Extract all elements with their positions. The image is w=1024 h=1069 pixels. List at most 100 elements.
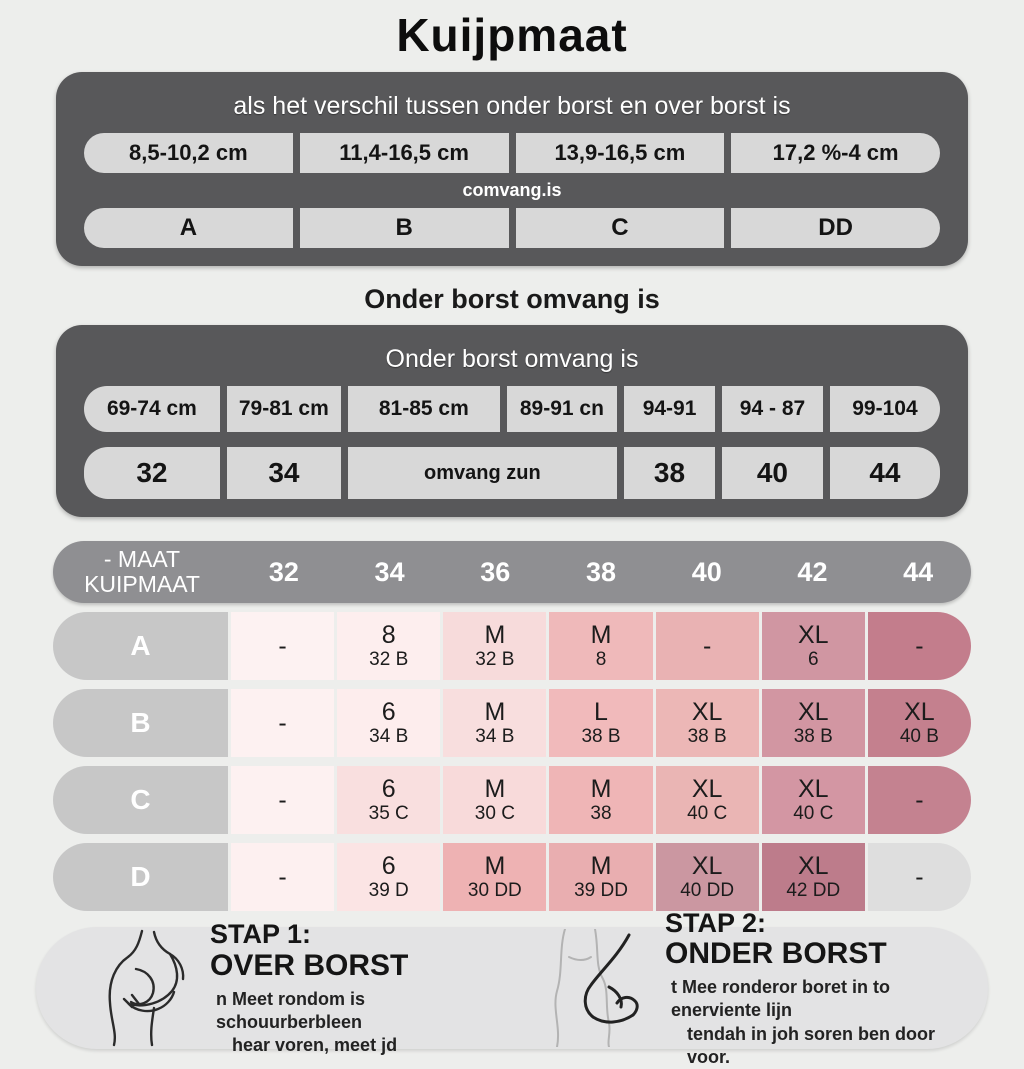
cell-size: 8 bbox=[381, 620, 396, 649]
matrix-cell: - bbox=[867, 766, 971, 834]
matrix-cell: L 38 B bbox=[549, 689, 653, 757]
step-1-line2: hear voren, meet jd bbox=[232, 1035, 398, 1056]
cell-detail: 8 bbox=[595, 648, 607, 670]
band-size-span-cell: omvang zun bbox=[347, 447, 617, 499]
page-title: Kuijpmaat bbox=[396, 9, 628, 61]
step-1-line1: n Meet rondom is schouurberbleen bbox=[216, 988, 366, 1032]
matrix-cell: - bbox=[655, 612, 759, 680]
cell-size: - bbox=[702, 632, 712, 660]
cell-size: XL bbox=[797, 697, 829, 726]
band-size-header: 40 bbox=[691, 556, 722, 587]
matrix-cell: - bbox=[231, 612, 335, 680]
cell-size: M bbox=[484, 774, 506, 803]
cup-letter-cell: DD bbox=[731, 208, 940, 248]
matrix-cell: 6 39 D bbox=[337, 843, 441, 911]
cell-detail: 32 B bbox=[475, 648, 515, 670]
matrix-cell: XL 6 bbox=[761, 612, 865, 680]
step-2-title: STAP 2: bbox=[665, 907, 767, 938]
cell-size: XL bbox=[904, 697, 935, 726]
step-1-instructions: n Meet rondom is schouurberbleen hear vo… bbox=[210, 988, 503, 1058]
cell-detail: 40 B bbox=[899, 725, 939, 747]
omvang-label: comvang.is bbox=[462, 180, 562, 200]
cell-size: - bbox=[278, 786, 287, 814]
matrix-cell: M 30 DD bbox=[443, 843, 547, 911]
cell-detail: 32 B bbox=[369, 648, 409, 670]
matrix-cell: - bbox=[867, 843, 971, 911]
matrix-cell: - bbox=[231, 766, 335, 834]
matrix-corner-line2: KUIPMAAT bbox=[84, 571, 200, 597]
band-size-header: 42 bbox=[797, 556, 828, 587]
step-1-subtitle: OVER BORST bbox=[210, 948, 409, 982]
underbust-range-cell: 94-91 bbox=[623, 386, 716, 432]
cup-row-label: D bbox=[53, 843, 228, 911]
cell-detail: 39 D bbox=[368, 879, 409, 901]
matrix-cell: 8 32 B bbox=[337, 612, 441, 680]
matrix-cell: - bbox=[867, 612, 971, 680]
matrix-cell: XL 42 DD bbox=[761, 843, 865, 911]
cell-size: XL bbox=[691, 851, 723, 880]
cell-size: XL bbox=[797, 774, 829, 803]
cell-detail: 38 B bbox=[793, 725, 833, 747]
cell-detail: 6 bbox=[807, 648, 819, 670]
band-size-row: 32 34 omvang zun 38 40 44 bbox=[84, 447, 941, 499]
band-size-header: 36 bbox=[480, 556, 511, 587]
cup-difference-header: als het verschil tussen onder borst en o… bbox=[233, 92, 791, 120]
cell-size: XL bbox=[797, 620, 829, 649]
cell-size: - bbox=[915, 632, 924, 660]
band-size-cell: 32 bbox=[84, 447, 220, 499]
matrix-cell: XL 40 B bbox=[867, 689, 971, 757]
cell-size: 6 bbox=[381, 697, 396, 726]
underbust-heading: Onder borst omvang is bbox=[364, 284, 660, 314]
band-size-header: 34 bbox=[374, 556, 405, 587]
band-size-cell: 44 bbox=[829, 447, 941, 499]
cell-detail: 35 C bbox=[368, 802, 409, 824]
underbust-range-cell: 89-91 cn bbox=[506, 386, 617, 432]
measuring-steps-panel: STAP 1: OVER BORST n Meet rondom is scho… bbox=[36, 908, 988, 1067]
cell-detail: 38 bbox=[590, 802, 612, 824]
cell-size: - bbox=[278, 632, 287, 660]
difference-range-cell: 13,9-16,5 cm bbox=[515, 133, 725, 173]
cup-row-label: A bbox=[53, 612, 228, 680]
cup-letter-cell: C bbox=[515, 208, 725, 248]
cell-size: M bbox=[590, 851, 612, 880]
cup-letter-cell: A bbox=[84, 208, 293, 248]
cell-detail: 42 DD bbox=[786, 879, 841, 901]
matrix-cell: 6 34 B bbox=[337, 689, 441, 757]
band-size-cell: 40 bbox=[722, 447, 823, 499]
cell-detail: 40 C bbox=[793, 802, 834, 824]
cell-size: 6 bbox=[381, 851, 396, 880]
cell-size: XL bbox=[691, 697, 723, 726]
band-size-header: 44 bbox=[903, 556, 934, 587]
cup-row-label: B bbox=[53, 689, 228, 757]
matrix-row-d: D - 6 39 D M 30 DD M 39 DD XL 40 DD XL 42 DD … bbox=[53, 843, 971, 911]
cup-difference-box: als het verschil tussen onder borst en o… bbox=[56, 72, 968, 266]
band-size-header: 38 bbox=[585, 556, 617, 587]
matrix-cell: XL 40 DD bbox=[655, 843, 759, 911]
matrix-cell: M 39 DD bbox=[549, 843, 653, 911]
matrix-cell: - bbox=[231, 689, 335, 757]
cell-detail: 34 B bbox=[475, 725, 515, 747]
matrix-corner-label: - MAAT KUIPMAAT bbox=[53, 545, 231, 598]
underbust-range-cell: 69-74 cm bbox=[84, 386, 220, 432]
cell-size: - bbox=[278, 709, 287, 737]
underbust-range-cell: 94 - 87 bbox=[722, 386, 823, 432]
matrix-row-c: C - 6 35 C M 30 C M 38 XL 40 C XL 40 C - bbox=[53, 766, 971, 834]
bra-size-chart-page: Kuijpmaat als het verschil tussen onder … bbox=[36, 9, 988, 1067]
band-size-cell: 38 bbox=[623, 447, 716, 499]
matrix-row-b: B - 6 34 B M 34 B L 38 B XL 38 B XL 38 B XL 40… bbox=[53, 689, 971, 757]
underbust-figure-illustration bbox=[554, 929, 639, 1047]
matrix-cell: - bbox=[231, 843, 335, 911]
difference-range-cell: 17,2 %-4 cm bbox=[731, 133, 940, 173]
step-2-text: STAP 2: ONDER BORST t Mee ronderor boret… bbox=[665, 907, 958, 1069]
step-2-subtitle: ONDER BORST bbox=[665, 936, 887, 970]
underbust-range-cell: 99-104 bbox=[829, 386, 941, 432]
underbust-box: Onder borst omvang is 69-74 cm 79-81 cm … bbox=[56, 325, 968, 517]
cell-size: - bbox=[915, 786, 924, 814]
cell-size: M bbox=[484, 620, 506, 649]
overbust-figure-illustration bbox=[108, 929, 185, 1047]
matrix-cell: XL 38 B bbox=[761, 689, 865, 757]
matrix-cell: XL 40 C bbox=[655, 766, 759, 834]
matrix-corner-line1: - MAAT bbox=[103, 545, 181, 572]
cell-detail: 34 B bbox=[369, 725, 409, 747]
matrix-cell: M 34 B bbox=[443, 689, 547, 757]
